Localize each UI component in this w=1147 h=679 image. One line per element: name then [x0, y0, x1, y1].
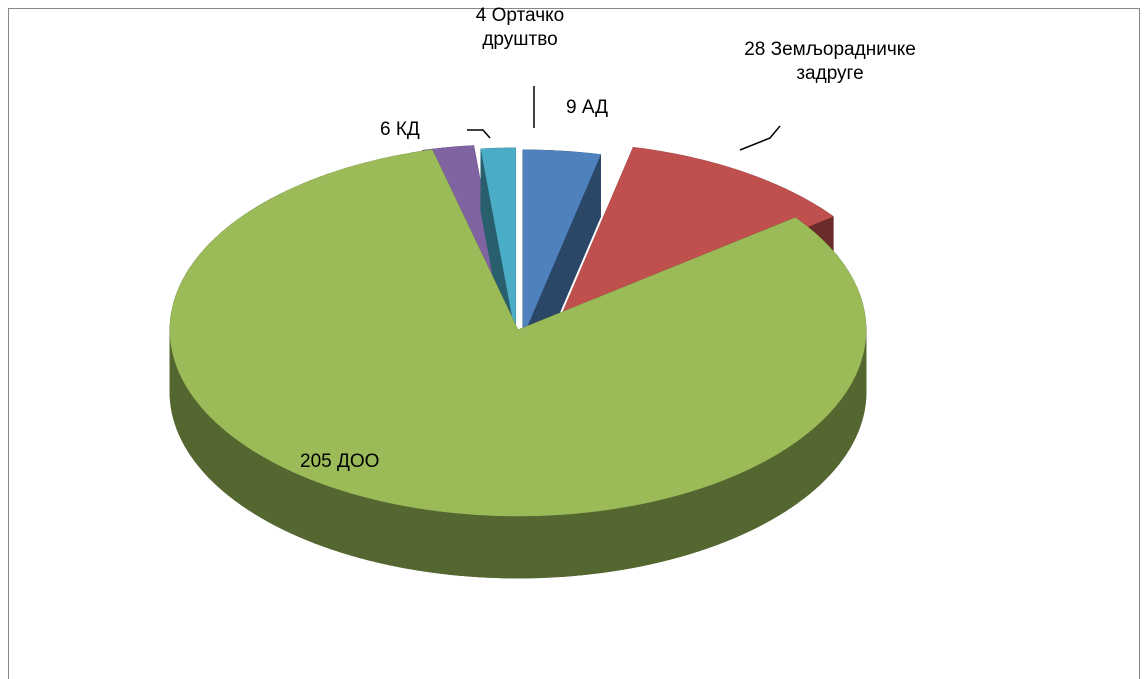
slice-wall [592, 509, 604, 575]
slice-wall [217, 423, 224, 492]
slice-wall [190, 392, 196, 463]
slice-wall [838, 395, 844, 466]
slice-wall [275, 462, 284, 530]
slice [555, 147, 834, 330]
slice-wall [602, 508, 614, 573]
slice-wall [661, 496, 672, 562]
slice [169, 149, 867, 517]
slice-wall [732, 472, 742, 540]
slice-wall [181, 378, 186, 446]
data-label-box: 28 Земљорадничке задруге [744, 39, 916, 84]
slice-wall [825, 411, 831, 481]
slice-wall [509, 515, 521, 579]
slice-wall [849, 379, 854, 450]
slice-wall [622, 505, 634, 570]
data-label-box: 205 ДОО [300, 451, 380, 472]
slice-wall [612, 506, 624, 572]
slice-wall [468, 513, 480, 578]
slice-wall [791, 439, 799, 508]
slice-wall [777, 448, 786, 517]
slice-wall [540, 514, 553, 579]
slice-wall [698, 485, 708, 552]
slice [522, 149, 601, 337]
slice-wall [740, 468, 750, 536]
data-label: 6 КД [380, 119, 420, 140]
slice-wall [679, 491, 690, 558]
slice-wall [187, 387, 192, 458]
data-label-box: 6 КД [380, 119, 420, 140]
slice-wall [203, 408, 209, 478]
slice-wall [820, 416, 826, 485]
slice-wall [642, 501, 653, 567]
data-label: 28 Земљорадничке задруге [744, 39, 916, 84]
slice-wall [194, 398, 200, 468]
leader-lines [467, 86, 781, 151]
slice-wall [212, 418, 219, 488]
slice-wall [723, 475, 734, 543]
slice-wall [834, 400, 840, 471]
slice-wall [282, 466, 292, 534]
slice-wall [267, 458, 277, 527]
slice-wall [651, 498, 663, 565]
data-label: 205 ДОО [300, 451, 380, 472]
leader-line [467, 129, 491, 139]
labels: 9 АД 28 Земљорадничке задруге 205 ДОО 6 КД 4… [300, 5, 916, 472]
leader-line [739, 125, 781, 151]
slice-wall [488, 514, 501, 579]
slice-wall [755, 461, 765, 529]
slice-wall [763, 457, 772, 525]
slice-wall [842, 390, 847, 461]
slice-wall [234, 437, 242, 506]
slice-wall [814, 421, 821, 490]
slice-wall [582, 511, 594, 576]
slice-wall [706, 482, 717, 549]
slice [480, 147, 516, 335]
slice-wall [520, 515, 532, 579]
slice-wall [530, 515, 542, 579]
data-label: 4 Ортачко друштво [475, 5, 565, 50]
slice-wall [207, 413, 214, 483]
slice-wall [247, 446, 255, 515]
slice-wall [809, 425, 816, 495]
slice-wall [290, 470, 300, 538]
slice-wall [829, 406, 836, 476]
slice-wall [499, 515, 511, 579]
slice-wall [228, 432, 236, 502]
data-label-box: 4 Ортачко друштво [475, 5, 565, 50]
slice-wall [223, 428, 230, 497]
data-label: 9 АД [566, 97, 609, 118]
slice-wall [561, 513, 573, 577]
slice-wall [632, 503, 643, 569]
slice-wall [198, 403, 204, 473]
data-label-box: 9 АД [566, 97, 609, 118]
slice-wall [689, 488, 699, 555]
slice-wall [240, 442, 249, 510]
slice-wall [797, 435, 805, 504]
slice-wall [478, 514, 490, 578]
slice-wall [260, 454, 269, 523]
slice-wall [770, 452, 779, 521]
slice-wall [715, 479, 725, 546]
slice-wall [784, 444, 792, 513]
slice-wall [253, 450, 262, 519]
slice-wall [748, 464, 757, 532]
slice-wall [803, 430, 811, 499]
slices [169, 145, 867, 579]
slice-wall [670, 493, 681, 560]
slice-wall [571, 512, 583, 577]
slice-wall [852, 375, 856, 444]
slice-wall [845, 385, 850, 456]
slice-wall [551, 514, 563, 578]
slice-wall [184, 382, 189, 453]
